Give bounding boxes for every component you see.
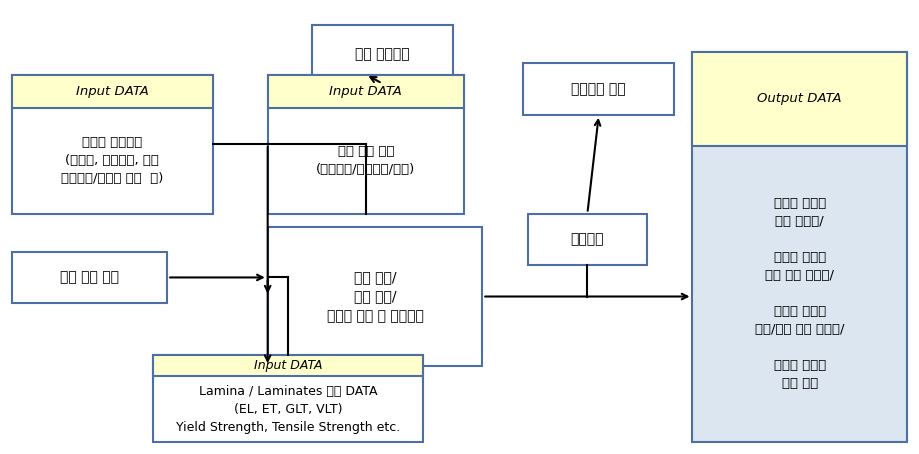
Text: 파손기준: 파손기준 (571, 232, 604, 247)
Text: Input DATA: Input DATA (254, 359, 323, 372)
Text: 파손여부 판정: 파손여부 판정 (572, 82, 626, 96)
Text: 평가 대상 선정: 평가 대상 선정 (60, 271, 119, 285)
Text: Input DATA: Input DATA (329, 85, 403, 98)
Bar (524, 63, 675, 115)
Bar (312, 25, 453, 84)
Text: 하중 스펙트럼: 하중 스펙트럼 (355, 47, 410, 61)
Text: Output DATA: Output DATA (757, 93, 842, 105)
Bar (12, 74, 213, 108)
Bar (528, 213, 647, 265)
Text: 응력 해석/
손상 해석/
손상량 합산 및 수명예측: 응력 해석/ 손상 해석/ 손상량 합산 및 수명예측 (326, 270, 424, 323)
Text: 구조물 형상정보
(적층수, 적층각도, 두께
손상유형/영역의 크기  등): 구조물 형상정보 (적층수, 적층각도, 두께 손상유형/영역의 크기 등) (62, 136, 164, 185)
Bar (267, 74, 464, 213)
Bar (153, 355, 423, 442)
Text: Lamina / Laminates 물성 DATA
(EL, ET, GLT, VLT)
Yield Strength, Tensile Strength e: Lamina / Laminates 물성 DATA (EL, ET, GLT,… (176, 385, 401, 434)
Bar (12, 74, 213, 213)
Text: 복합재 구조물
정적 손상량/

복합재 구조물
피로 손상 누적량/

복합재 구조물
정적/피로 손상 합산량/

복합재 구조물
잔여 수명: 복합재 구조물 정적 손상량/ 복합재 구조물 피로 손상 누적량/ 복합재 구… (755, 197, 845, 390)
Text: 작용 하중 형태
(일정진폭/블록진폭/랜덤): 작용 하중 형태 (일정진폭/블록진폭/랜덤) (316, 145, 415, 176)
Bar (267, 227, 482, 366)
Bar (692, 52, 907, 146)
Bar (12, 252, 167, 303)
Bar (692, 52, 907, 442)
Text: Input DATA: Input DATA (76, 85, 149, 98)
Bar (153, 355, 423, 376)
Bar (267, 74, 464, 108)
